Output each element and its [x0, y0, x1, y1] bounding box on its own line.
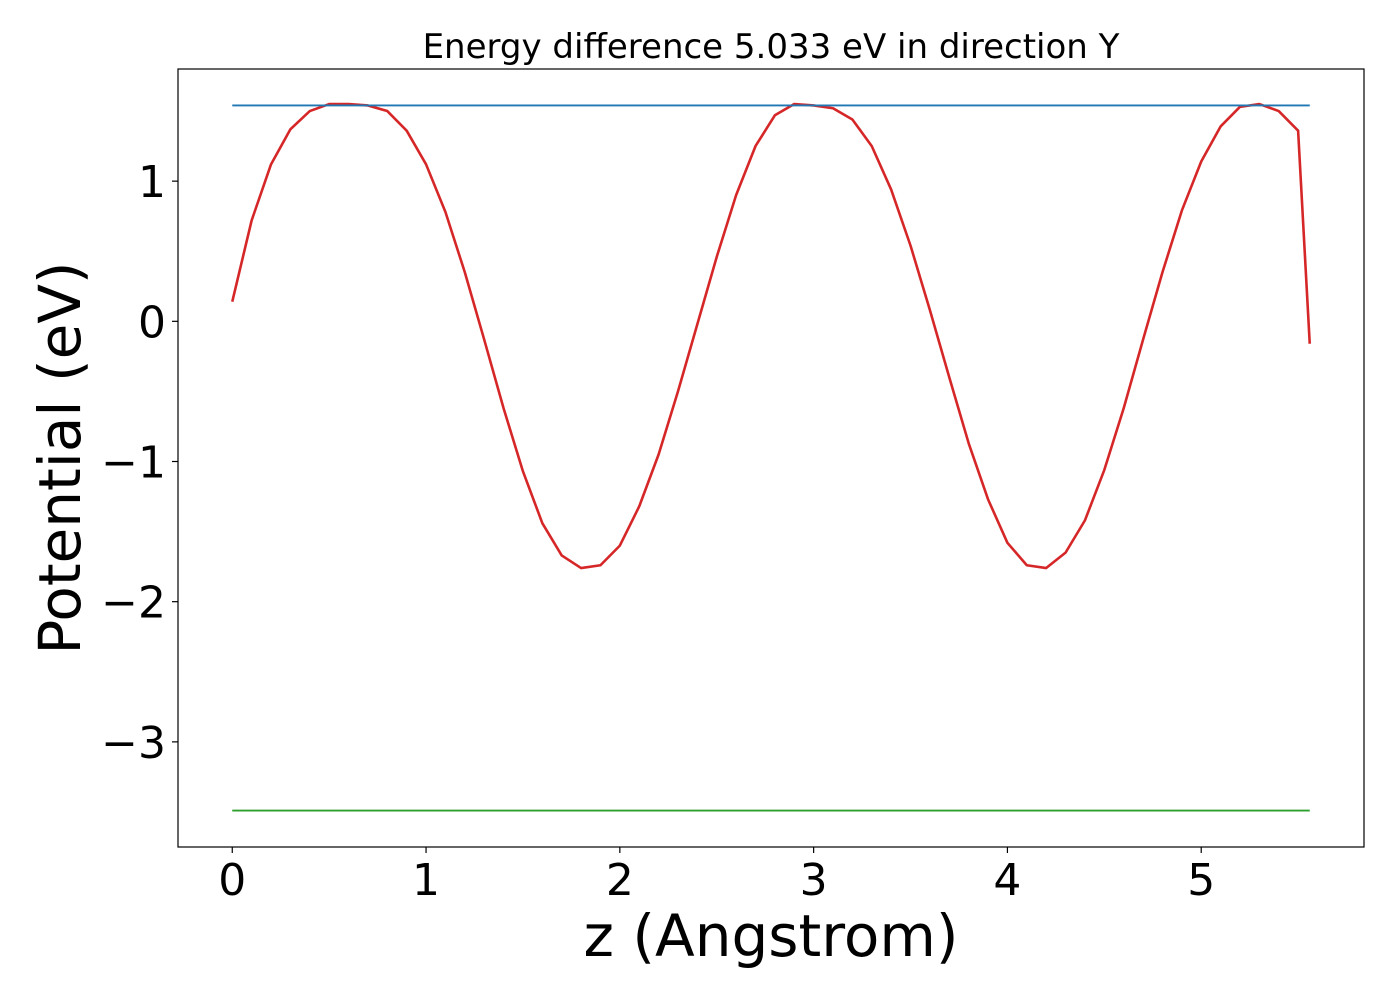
x-tick-label: 0: [218, 855, 246, 906]
y-tick-label: −1: [101, 438, 166, 489]
series-layer: [230, 102, 1312, 812]
x-tick-label: 4: [993, 855, 1021, 906]
y-axis-label: Potential (eV): [26, 261, 94, 654]
x-tick-label: 5: [1187, 855, 1215, 906]
y-axis: 1 0 −1 −2 −3: [101, 157, 178, 769]
x-axis: 0 1 2 3 4 5: [218, 847, 1215, 906]
plot-frame: [177, 68, 1365, 848]
x-axis-label: z (Angstrom): [584, 902, 959, 970]
y-tick-label: −3: [101, 718, 166, 769]
chart-title: Energy difference 5.033 eV in direction …: [423, 27, 1120, 67]
x-tick-label: 3: [800, 855, 828, 906]
x-tick-label: 1: [412, 855, 440, 906]
potential-line: [230, 102, 1312, 570]
y-tick-label: 0: [138, 297, 166, 348]
y-tick-label: 1: [138, 157, 166, 208]
y-tick-label: −2: [101, 578, 166, 629]
x-tick-label: 2: [606, 855, 634, 906]
